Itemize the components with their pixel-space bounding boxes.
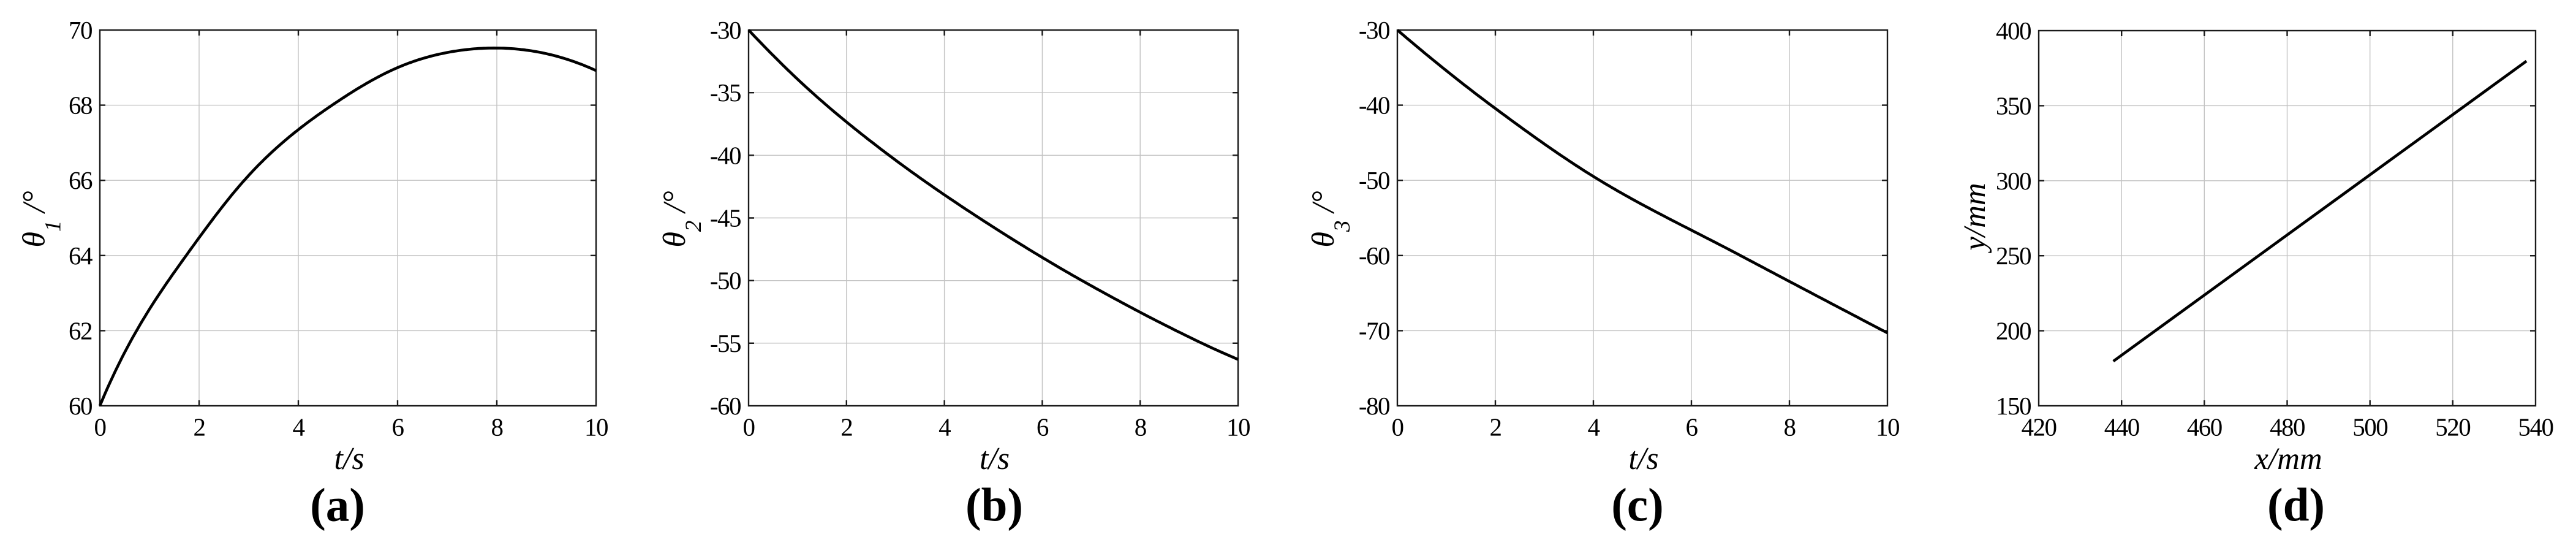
svg-text:-55: -55: [710, 329, 741, 357]
svg-text:10: 10: [584, 413, 608, 441]
svg-text:-35: -35: [710, 78, 741, 107]
svg-text:t/s: t/s: [334, 441, 364, 476]
svg-text:60: 60: [69, 392, 92, 420]
svg-text:2: 2: [1490, 413, 1501, 441]
svg-text:68: 68: [69, 91, 92, 120]
svg-text:4: 4: [293, 413, 305, 441]
svg-text:-45: -45: [710, 204, 741, 232]
svg-text:-60: -60: [1359, 242, 1389, 270]
svg-text:480: 480: [2270, 413, 2305, 441]
svg-text:8: 8: [1135, 413, 1146, 441]
svg-text:150: 150: [1996, 392, 2031, 420]
svg-text:62: 62: [69, 316, 92, 345]
svg-text:(a): (a): [310, 479, 365, 531]
svg-text:t/s: t/s: [1628, 441, 1658, 476]
svg-text:8: 8: [1784, 413, 1796, 441]
svg-text:420: 420: [2022, 413, 2057, 441]
svg-text:(b): (b): [965, 479, 1023, 531]
svg-text:64: 64: [69, 242, 93, 270]
svg-text:(c): (c): [1611, 479, 1663, 531]
svg-text:4: 4: [939, 413, 951, 441]
svg-text:350: 350: [1996, 91, 2031, 120]
svg-text:-40: -40: [710, 141, 741, 169]
svg-text:6: 6: [1686, 413, 1698, 441]
svg-text:460: 460: [2187, 413, 2222, 441]
svg-text:540: 540: [2518, 413, 2553, 441]
svg-text:2: 2: [840, 413, 852, 441]
svg-text:-50: -50: [1359, 166, 1389, 194]
svg-text:(d): (d): [2267, 479, 2325, 531]
svg-text:-70: -70: [1359, 316, 1389, 345]
svg-text:y/mm: y/mm: [1958, 183, 1992, 253]
svg-text:10: 10: [1226, 413, 1250, 441]
svg-text:t/s: t/s: [980, 441, 1010, 476]
svg-text:x/mm: x/mm: [2254, 442, 2322, 476]
svg-text:4: 4: [1588, 413, 1600, 441]
svg-text:70: 70: [69, 16, 92, 44]
svg-text:0: 0: [94, 413, 106, 441]
svg-text:250: 250: [1996, 242, 2031, 270]
svg-text:-50: -50: [710, 267, 741, 295]
svg-text:-30: -30: [710, 16, 741, 44]
svg-text:-60: -60: [710, 392, 741, 420]
svg-text:6: 6: [1037, 413, 1049, 441]
svg-text:-30: -30: [1359, 16, 1389, 44]
svg-text:10: 10: [1876, 413, 1899, 441]
svg-text:8: 8: [491, 413, 503, 441]
svg-text:400: 400: [1996, 17, 2031, 45]
svg-text:440: 440: [2104, 413, 2139, 441]
svg-text:520: 520: [2435, 413, 2470, 441]
svg-text:300: 300: [1996, 167, 2031, 195]
svg-text:200: 200: [1996, 317, 2031, 345]
svg-text:-80: -80: [1359, 392, 1389, 420]
svg-text:0: 0: [743, 413, 755, 441]
svg-text:0: 0: [1392, 413, 1403, 441]
svg-text:66: 66: [69, 166, 93, 194]
svg-text:500: 500: [2352, 413, 2387, 441]
svg-text:6: 6: [392, 413, 404, 441]
svg-text:2: 2: [194, 413, 205, 441]
svg-text:-40: -40: [1359, 91, 1389, 120]
